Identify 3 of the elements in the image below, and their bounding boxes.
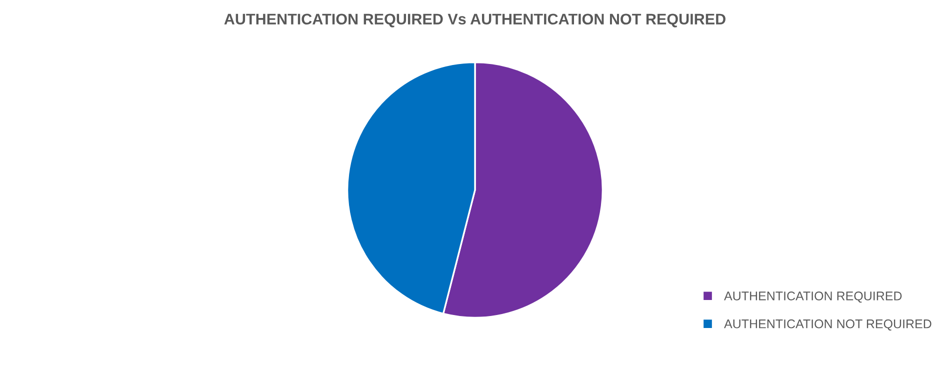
chart-title: AUTHENTICATION REQUIRED Vs AUTHENTICATION NOT REQUIRED (224, 14, 726, 28)
legend-label: AUTHENTICATION NOT REQUIRED (724, 319, 932, 331)
legend-label: AUTHENTICATION REQUIRED (724, 292, 902, 303)
